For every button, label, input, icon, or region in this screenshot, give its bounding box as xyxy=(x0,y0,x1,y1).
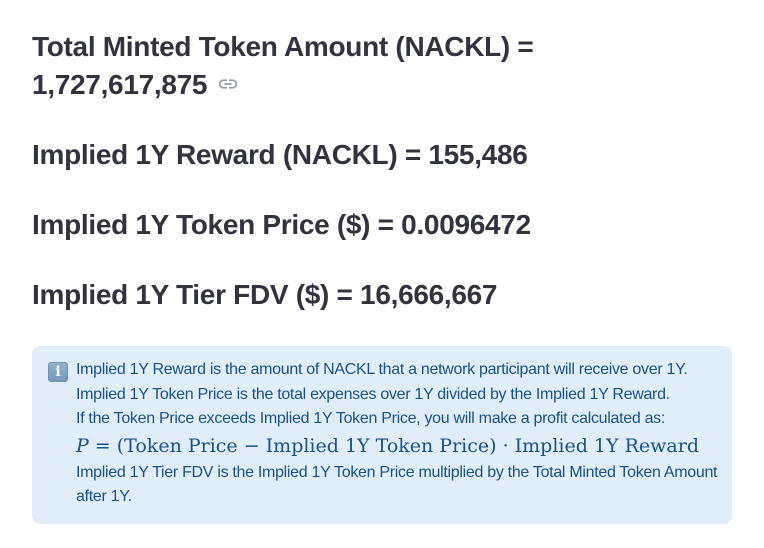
app-content: Total Minted Token Amount (NACKL) = 1,72… xyxy=(32,28,732,524)
formula-variable: P xyxy=(76,434,89,457)
heading-implied-fdv: Implied 1Y Tier FDV ($) = 16,666,667 xyxy=(32,279,498,310)
heading-total-minted-text: Total Minted Token Amount (NACKL) = 1,72… xyxy=(32,31,534,100)
info-line-profit: If the Token Price exceeds Implied 1Y To… xyxy=(76,410,666,427)
profit-formula: P = (Token Price − Implied 1Y Token Price… xyxy=(76,432,720,461)
info-callout: i Implied 1Y Reward is the amount of NAC… xyxy=(32,346,732,524)
heading-anchor-link[interactable] xyxy=(217,73,239,95)
heading-total-minted: Total Minted Token Amount (NACKL) = 1,72… xyxy=(32,28,672,104)
info-line-fdv: Implied 1Y Tier FDV is the Implied 1Y To… xyxy=(76,463,718,506)
info-line-price: Implied 1Y Token Price is the total expe… xyxy=(76,385,670,403)
link-icon xyxy=(219,79,238,89)
heading-implied-price: Implied 1Y Token Price ($) = 0.0096472 xyxy=(32,209,531,240)
heading-implied-reward: Implied 1Y Reward (NACKL) = 155,486 xyxy=(32,139,528,170)
formula-expression: = (Token Price − Implied 1Y Token Price)… xyxy=(94,434,699,457)
info-line-reward: Implied 1Y Reward is the amount of NACKL… xyxy=(76,361,688,378)
info-callout-text: Implied 1Y Reward is the amount of NACKL… xyxy=(76,358,720,510)
info-icon: i xyxy=(48,362,68,382)
